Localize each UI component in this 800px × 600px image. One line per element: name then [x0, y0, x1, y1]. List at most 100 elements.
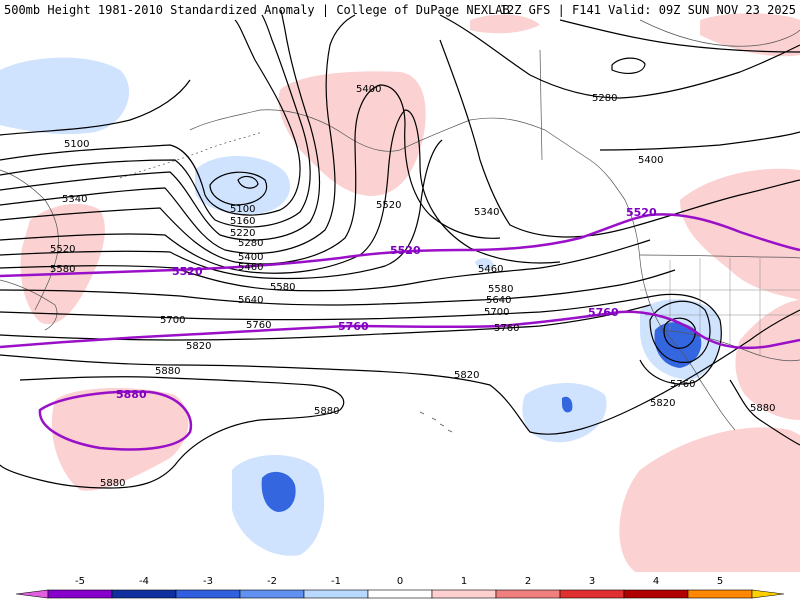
contour-5640: [0, 269, 676, 306]
contour-label: 5400: [238, 252, 263, 263]
purple-contour-5880: [38, 390, 193, 451]
contour-5100-west: [0, 79, 191, 136]
color-scale-bar: -5 -4 -3 -2 -1 0 1 2 3 4 5: [0, 572, 800, 600]
model-run-info: 12Z GFS | F141 Valid: 09Z SUN NOV 23 202…: [499, 3, 796, 17]
contour-label: 5880: [314, 406, 339, 417]
colorbar-segment: [431, 589, 497, 599]
contour-label: 5220: [230, 228, 255, 239]
coastline-japan: [0, 279, 58, 331]
contour-label: 5340: [62, 194, 87, 205]
highlight-label: 5880: [116, 388, 147, 401]
contour-5340-ne: [439, 39, 800, 238]
contour-5280: [0, 9, 321, 241]
contour-label: 5340: [474, 207, 499, 218]
positive-anomaly-mexico: [735, 300, 800, 420]
scale-tick-label: -1: [331, 576, 341, 587]
contour-5520-black: [0, 139, 443, 280]
negative-anomaly-aleutian-west: [0, 57, 130, 135]
contour-label: 5640: [486, 295, 511, 306]
positive-anomaly-subtropical-ridge: [51, 388, 189, 491]
product-title: 500mb Height 1981-2010 Standardized Anom…: [4, 3, 510, 17]
positive-anomaly-west-pacific: [20, 203, 105, 325]
contour-label: 5580: [488, 284, 513, 295]
contour-label: 5460: [478, 264, 503, 275]
highlight-label: 5520: [390, 244, 421, 257]
contour-label: 5280: [238, 238, 263, 249]
contour-5280-nw: [559, 19, 800, 53]
colorbar-tick-labels: -5 -4 -3 -2 -1 0 1 2 3 4 5: [75, 576, 723, 587]
contour-label: 5880: [100, 478, 125, 489]
contour-label: 5760: [494, 323, 519, 334]
contour-label: 5880: [750, 403, 775, 414]
colorbar-segment: [175, 589, 241, 599]
contour-label: 5580: [50, 264, 75, 275]
colorbar-segments: [15, 589, 785, 599]
contour-5100-low: [209, 171, 268, 206]
contour-5220: [0, 14, 311, 228]
contour-label: 5700: [160, 315, 185, 326]
scale-tick-label: -2: [267, 576, 277, 587]
contour-label: 5100: [230, 204, 255, 215]
contour-label: 5700: [484, 307, 509, 318]
contour-label: 5160: [230, 216, 255, 227]
scale-tick-label: 4: [653, 576, 659, 587]
colorbar-segment: [687, 589, 753, 599]
contour-small-ring: [611, 57, 646, 74]
contour-label: 5640: [238, 295, 263, 306]
contour-5400: [0, 84, 501, 265]
highlighted-contours: [0, 213, 800, 451]
colorbar-segment: [111, 589, 177, 599]
colorbar-segment: [303, 589, 369, 599]
coastline-alaska: [189, 109, 591, 161]
contour-5700: [0, 293, 722, 385]
strong-anomaly-hawaii-east: [562, 396, 573, 413]
colorbar-segment: [623, 589, 689, 599]
positive-anomaly-top-right: [470, 14, 540, 34]
contour-5880-east: [729, 379, 800, 446]
scale-tick-label: -3: [203, 576, 213, 587]
colorbar-arrow-right: [751, 589, 785, 599]
contour-5820: [0, 309, 800, 435]
contour-label: 5520: [50, 244, 75, 255]
contour-5460: [0, 109, 561, 274]
hawaii-islands: [419, 411, 453, 433]
scale-tick-label: -5: [75, 576, 85, 587]
colorbar-segment: [495, 589, 561, 599]
contour-5400-ne: [599, 131, 800, 151]
scale-tick-label: 5: [717, 576, 723, 587]
scale-tick-label: -4: [139, 576, 149, 587]
coastline-aleutians: [119, 131, 263, 179]
contour-5340: [0, 14, 356, 254]
contour-5880-north: [0, 376, 345, 489]
purple-contour-5520: [0, 213, 800, 278]
contour-5760-black: [0, 304, 651, 341]
contour-label: 5820: [454, 370, 479, 381]
contour-label: 5820: [186, 341, 211, 352]
colorbar-segment: [559, 589, 625, 599]
contour-label: 5400: [638, 155, 663, 166]
strong-anomaly-south-central: [261, 471, 296, 512]
contour-label: 5880: [155, 366, 180, 377]
coastline-bc-west: [589, 159, 736, 431]
positive-anomaly-east-pacific-south: [619, 427, 800, 575]
contour-label: 5400: [356, 84, 381, 95]
contour-inner-low: [237, 175, 259, 189]
scale-tick-label: 0: [397, 576, 403, 587]
contour-5160: [0, 19, 301, 216]
border-us-mexico: [659, 329, 800, 362]
highlighted-contour-labels: 5520 5520 5520 5760 5760 5880: [116, 206, 657, 401]
contour-label: 5820: [650, 398, 675, 409]
contour-label: 5280: [592, 93, 617, 104]
colorbar-segment: [47, 589, 113, 599]
border-canada-us: [639, 254, 800, 259]
contour-label: 5460: [238, 262, 263, 273]
positive-anomaly-gulf-alaska: [278, 71, 426, 196]
contour-label: 5760: [246, 320, 271, 331]
negative-anomaly-small: [475, 258, 494, 270]
geography: [0, 19, 800, 433]
contour-labels: 5100 5400 5280 5400 5340 5520 5340 5100 …: [50, 84, 775, 489]
highlight-label: 5520: [626, 206, 657, 219]
contour-5280-ne: [439, 14, 800, 99]
